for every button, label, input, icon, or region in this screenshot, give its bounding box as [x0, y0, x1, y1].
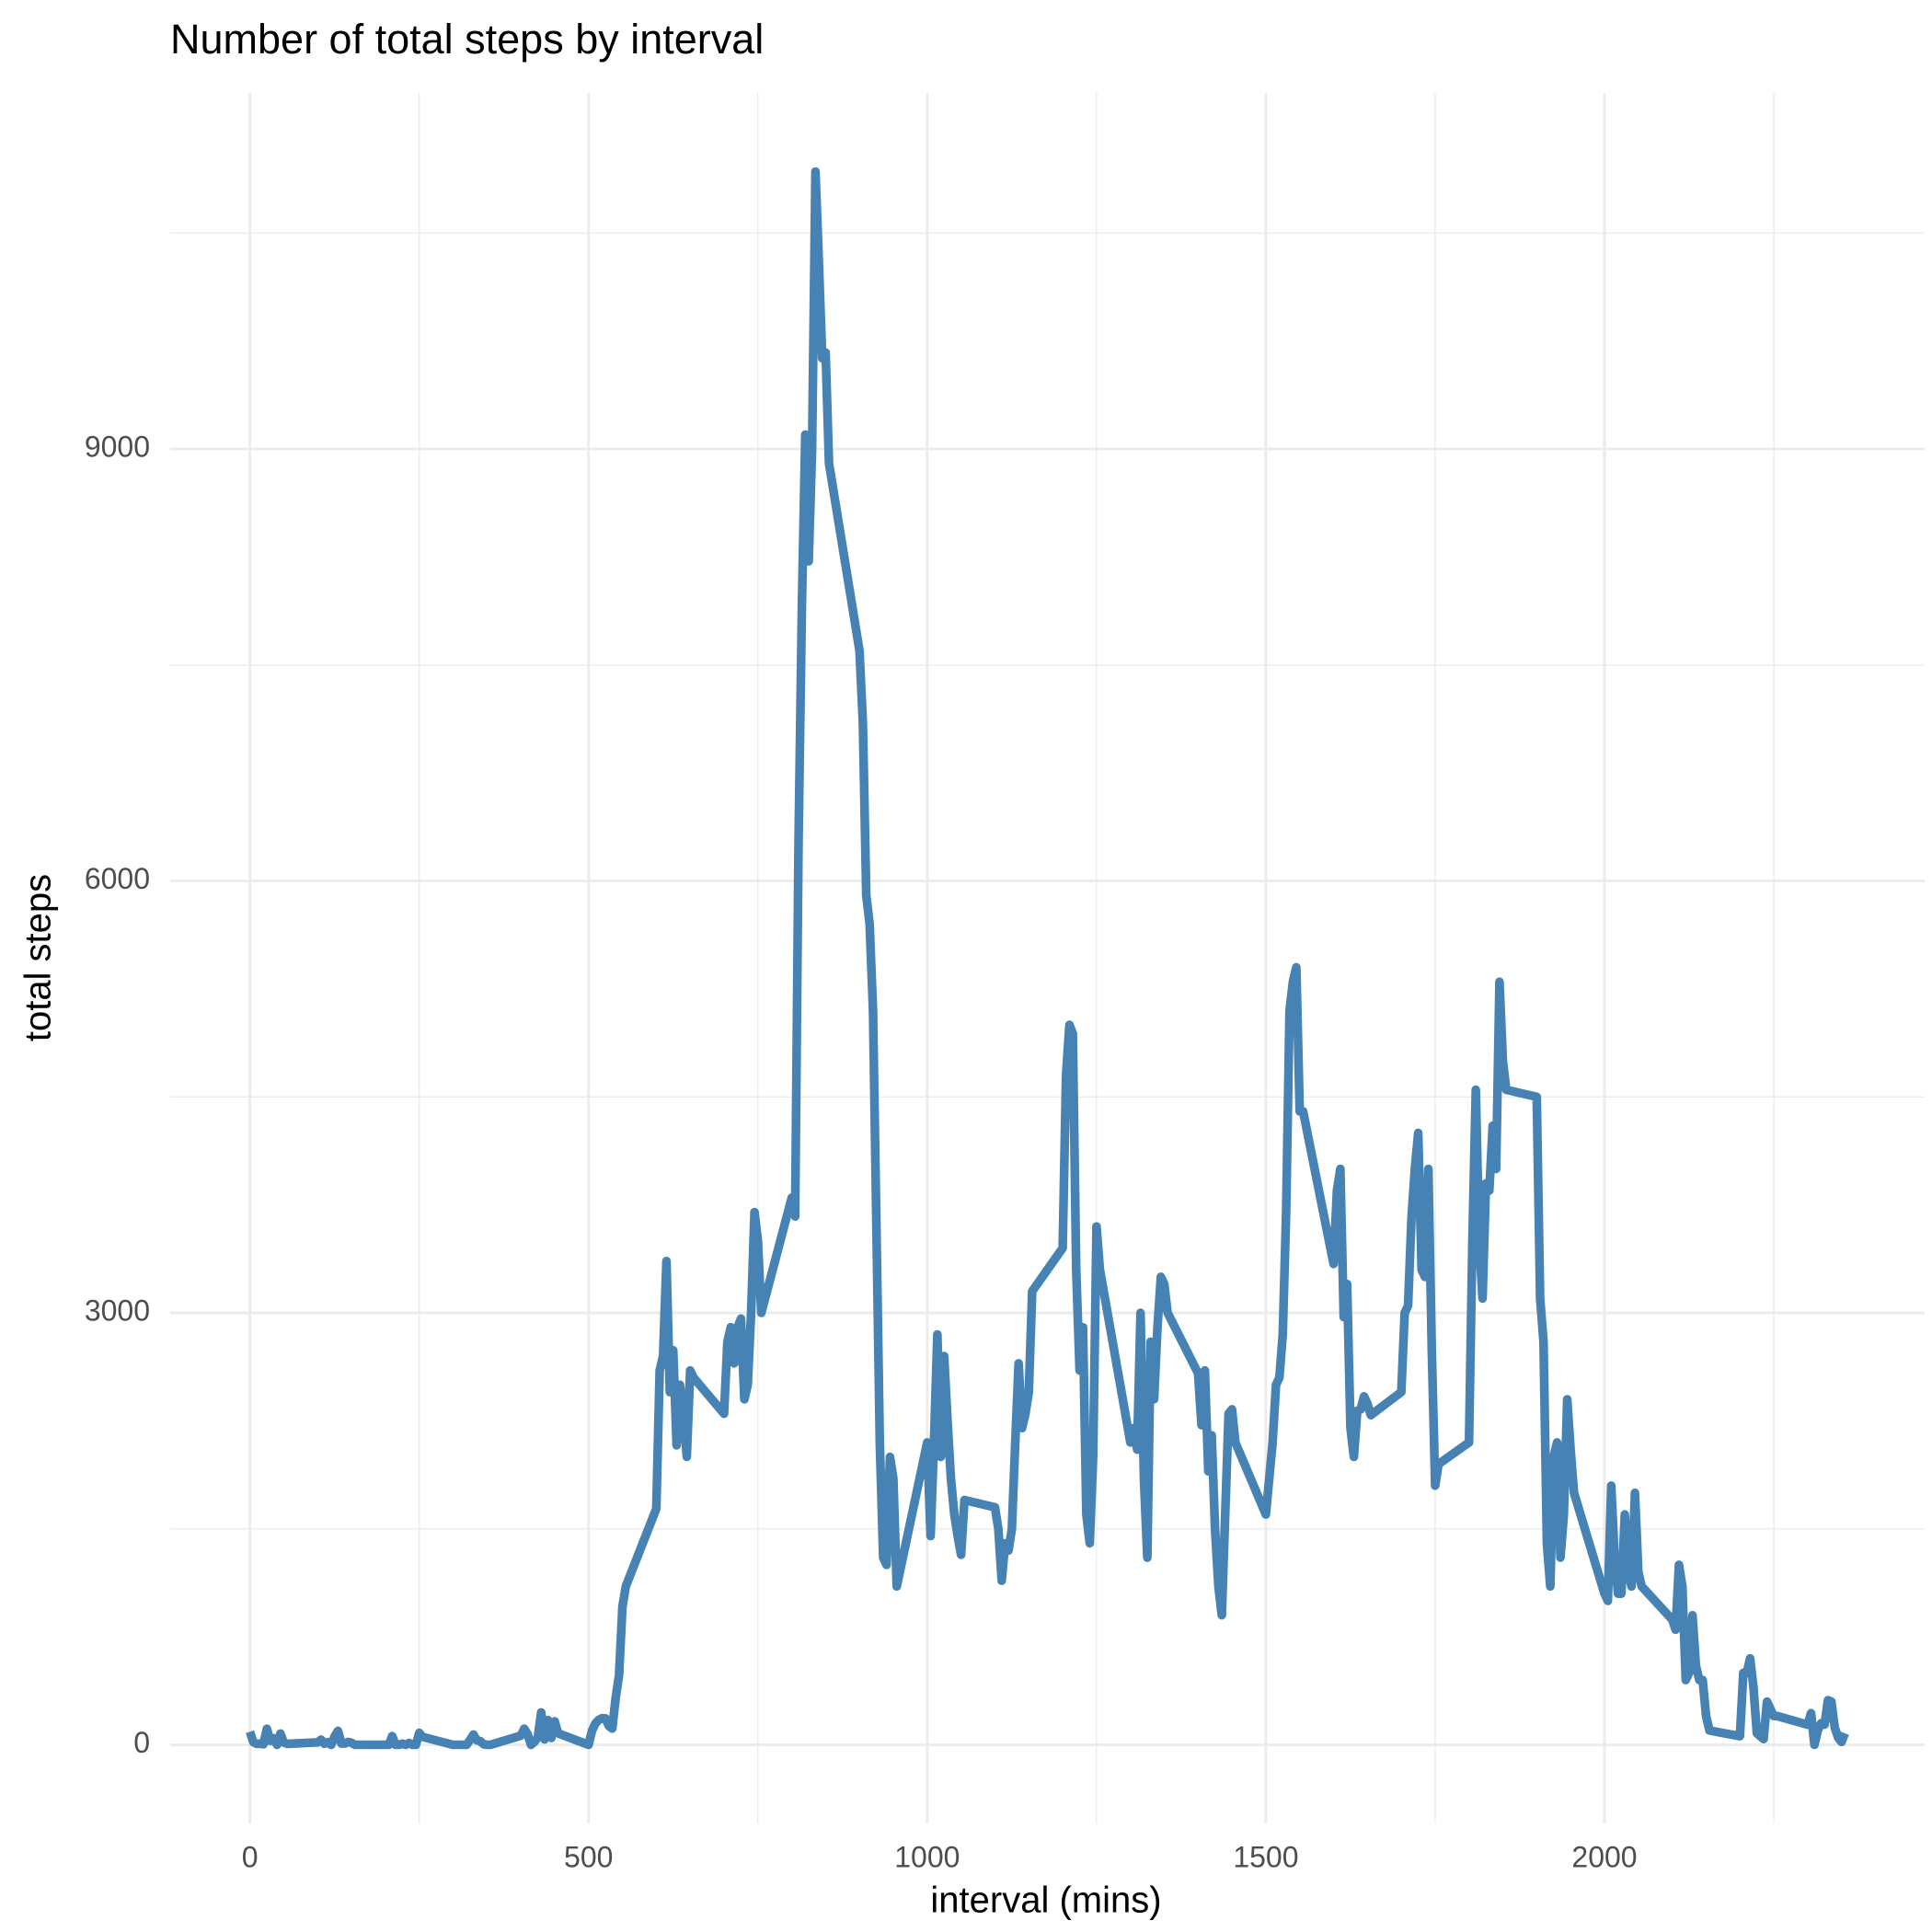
x-tick-label: 0 [242, 1840, 259, 1873]
x-tick-label: 2000 [1571, 1840, 1637, 1873]
y-tick-label: 3000 [85, 1294, 150, 1327]
x-tick-label: 500 [564, 1840, 613, 1873]
x-tick-label: 1000 [894, 1840, 960, 1873]
y-tick-label: 0 [133, 1726, 150, 1759]
y-tick-label: 9000 [85, 430, 150, 463]
x-axis-title: interval (mins) [930, 1880, 1161, 1921]
data-line [246, 167, 1849, 1750]
chart-title: Number of total steps by interval [170, 16, 764, 63]
x-tick-label: 1500 [1233, 1840, 1298, 1873]
y-axis-title: total steps [18, 874, 59, 1041]
y-tick-label: 6000 [85, 862, 150, 895]
